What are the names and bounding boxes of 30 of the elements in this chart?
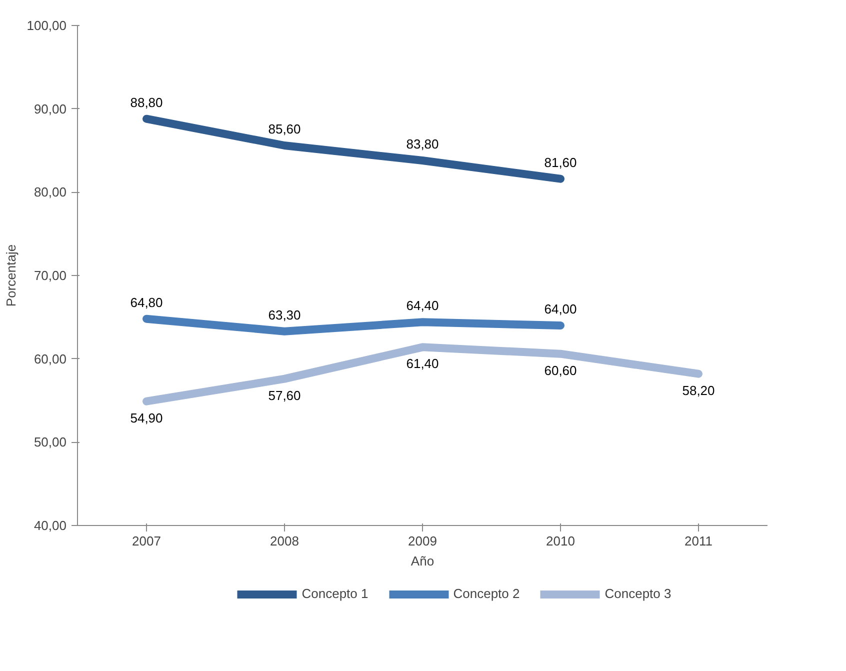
x-tick-label: 2010 <box>546 534 575 548</box>
legend-label: Concepto 3 <box>604 586 672 601</box>
x-tick-label: 2009 <box>408 534 437 548</box>
data-label: 54,90 <box>130 410 163 426</box>
x-tick-label: 2011 <box>684 534 712 548</box>
y-tick-label: 40,00 <box>34 518 67 533</box>
y-tick-label: 100,00 <box>26 18 67 33</box>
data-label: 64,80 <box>130 294 163 310</box>
data-label: 64,00 <box>544 302 577 316</box>
data-label: 61,40 <box>406 356 439 372</box>
x-tick-label: 2007 <box>132 534 161 548</box>
x-axis-title: Año <box>410 554 434 568</box>
data-label: 88,80 <box>130 94 163 110</box>
legend-label: Concepto 1 <box>302 586 368 601</box>
data-label: 63,30 <box>268 307 301 322</box>
legend-label: Concepto 2 <box>453 586 520 601</box>
y-axis-title: Porcentaje <box>4 244 19 307</box>
y-tick-label: 80,00 <box>34 184 67 200</box>
data-label: 81,60 <box>544 154 577 170</box>
x-tick-label: 2008 <box>270 534 299 548</box>
y-tick-label: 60,00 <box>34 351 67 366</box>
data-label: 58,20 <box>682 382 715 398</box>
y-tick-label: 70,00 <box>34 268 67 283</box>
data-label: 57,60 <box>268 388 301 403</box>
y-tick-label: 90,00 <box>34 101 67 116</box>
y-tick-label: 50,00 <box>34 434 67 450</box>
data-label: 60,60 <box>544 362 577 378</box>
data-label: 64,40 <box>406 298 439 314</box>
data-label: 85,60 <box>268 122 301 136</box>
data-label: 83,80 <box>406 136 439 152</box>
